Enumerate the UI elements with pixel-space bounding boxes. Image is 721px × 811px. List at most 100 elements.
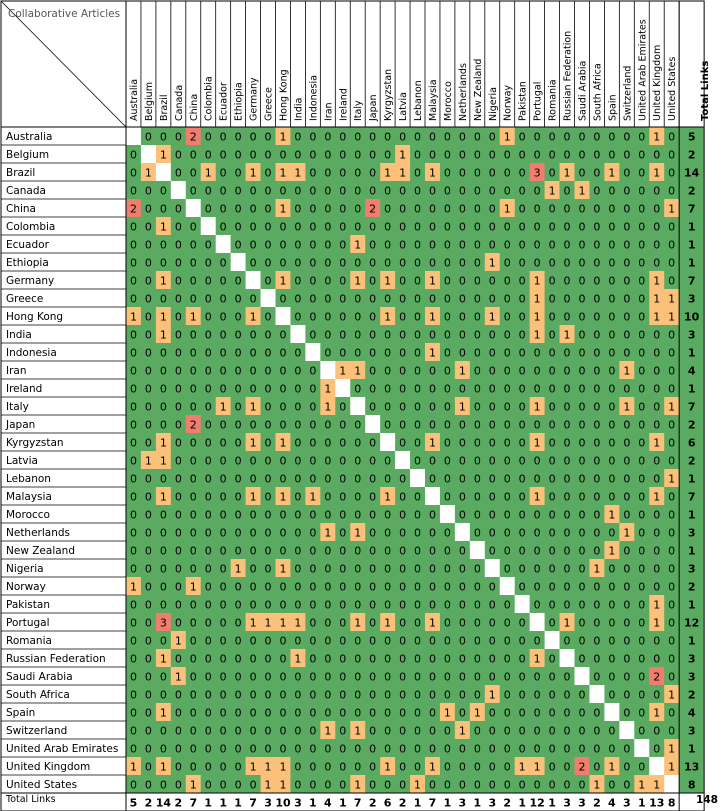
matrix-cell-germany-italy — [350, 271, 366, 290]
cell-value: 0 — [235, 131, 242, 144]
cell-value: 0 — [504, 149, 511, 162]
matrix-cell-portugal-lebanon — [410, 613, 426, 632]
cell-value: 0 — [220, 779, 227, 792]
cell-value: 0 — [130, 707, 137, 720]
cell-value: 0 — [369, 635, 376, 648]
matrix-cell-greece-iran — [320, 289, 336, 308]
cell-value: 0 — [459, 347, 466, 360]
matrix-cell-saudi-arabia-colombia — [200, 667, 216, 686]
cell-value: 0 — [160, 779, 167, 792]
cell-value: 0 — [130, 419, 137, 432]
matrix-cell-pakistan-ecuador — [215, 595, 231, 614]
matrix-cell-united-states-united-states — [664, 775, 680, 794]
matrix-cell-pakistan-south-africa — [589, 595, 605, 614]
matrix-cell-ethiopia-portugal — [529, 253, 545, 272]
matrix-cell-brazil-kyrgyzstan — [380, 163, 396, 182]
cell-value: 0 — [160, 545, 167, 558]
matrix-cell-new-zealand-portugal — [529, 541, 545, 560]
col-total-malaysia: 7 — [429, 797, 437, 810]
matrix-cell-netherlands-china — [185, 523, 202, 542]
matrix-cell-new-zealand-ecuador — [215, 541, 231, 560]
matrix-cell-nigeria-switzerland — [619, 559, 635, 578]
matrix-cell-lebanon-nigeria — [484, 469, 501, 488]
cell-value: 0 — [638, 689, 645, 702]
matrix-cell-united-states-saudi-arabia — [574, 775, 590, 794]
matrix-cell-norway-greece — [260, 577, 276, 596]
cell-value: 0 — [220, 725, 227, 738]
cell-value: 0 — [339, 455, 346, 468]
matrix-cell-spain-belgium — [140, 703, 157, 722]
cell-value: 0 — [578, 311, 585, 324]
row-label-canada: Canada — [6, 185, 46, 197]
matrix-cell-lebanon-switzerland — [619, 469, 635, 488]
cell-value: 0 — [489, 275, 496, 288]
cell-value: 0 — [444, 311, 451, 324]
matrix-cell-iran-switzerland — [619, 361, 635, 380]
cell-value: 0 — [593, 185, 600, 198]
cell-value: 0 — [489, 671, 496, 684]
cell-value: 1 — [384, 275, 391, 288]
cell-value: 0 — [578, 365, 585, 378]
matrix-cell-germany-latvia — [395, 271, 411, 290]
matrix-cell-belgium-pakistan — [514, 145, 530, 164]
cell-value: 0 — [429, 707, 436, 720]
matrix-cell-new-zealand-ireland — [335, 541, 351, 560]
cell-value: 0 — [578, 653, 585, 666]
col-label-canada: Canada — [174, 85, 185, 121]
cell-value: 0 — [130, 257, 137, 270]
matrix-cell-pakistan-iran — [320, 595, 336, 614]
cell-value: 0 — [474, 419, 481, 432]
matrix-cell-saudi-arabia-italy — [350, 667, 366, 686]
cell-value: 0 — [608, 185, 615, 198]
matrix-cell-united-kingdom-spain — [604, 757, 620, 776]
cell-value: 0 — [459, 383, 466, 396]
cell-value: 0 — [250, 293, 257, 306]
cell-value: 0 — [250, 635, 257, 648]
matrix-cell-south-africa-hong-kong — [275, 685, 291, 704]
matrix-cell-netherlands-kyrgyzstan — [380, 523, 396, 542]
cell-value: 0 — [339, 689, 346, 702]
matrix-cell-russian-federation-iran — [320, 649, 336, 668]
cell-value: 0 — [504, 599, 511, 612]
cell-value: 0 — [220, 293, 227, 306]
cell-value: 0 — [638, 329, 645, 342]
cell-value: 0 — [294, 689, 301, 702]
cell-value: 0 — [414, 509, 421, 522]
cell-value: 0 — [265, 743, 272, 756]
row-total-china: 7 — [688, 203, 696, 216]
cell-value: 0 — [534, 473, 541, 486]
matrix-cell-belgium-nigeria — [484, 145, 501, 164]
cell-value: 0 — [354, 419, 361, 432]
cell-value: 0 — [593, 491, 600, 504]
cell-value: 0 — [474, 527, 481, 540]
cell-value: 0 — [250, 203, 257, 216]
cell-value: 0 — [399, 311, 406, 324]
cell-value: 0 — [250, 707, 257, 720]
matrix-cell-pakistan-switzerland — [619, 595, 635, 614]
matrix-cell-china-switzerland — [619, 199, 635, 218]
row-label-ethiopia: Ethiopia — [6, 257, 49, 269]
matrix-cell-italy-netherlands — [454, 397, 471, 416]
cell-value: 0 — [220, 545, 227, 558]
cell-value: 1 — [653, 617, 660, 630]
matrix-cell-india-netherlands — [454, 325, 471, 344]
cell-value: 0 — [414, 653, 421, 666]
matrix-cell-iran-india — [290, 361, 306, 380]
cell-value: 0 — [220, 149, 227, 162]
cell-value: 1 — [279, 491, 286, 504]
cell-value: 0 — [519, 365, 526, 378]
cell-value: 0 — [668, 329, 675, 342]
cell-value: 0 — [354, 707, 361, 720]
matrix-cell-netherlands-australia — [126, 523, 142, 542]
cell-value: 0 — [190, 527, 197, 540]
cell-value: 0 — [608, 473, 615, 486]
cell-value: 1 — [279, 779, 286, 792]
cell-value: 1 — [294, 167, 301, 180]
cell-value: 0 — [608, 347, 615, 360]
matrix-cell-portugal-canada — [170, 613, 187, 632]
cell-value: 0 — [489, 167, 496, 180]
cell-value: 0 — [160, 563, 167, 576]
matrix-cell-iran-brazil — [155, 361, 172, 380]
matrix-cell-romania-canada — [170, 631, 187, 650]
matrix-cell-hong-kong-ethiopia — [230, 307, 246, 326]
